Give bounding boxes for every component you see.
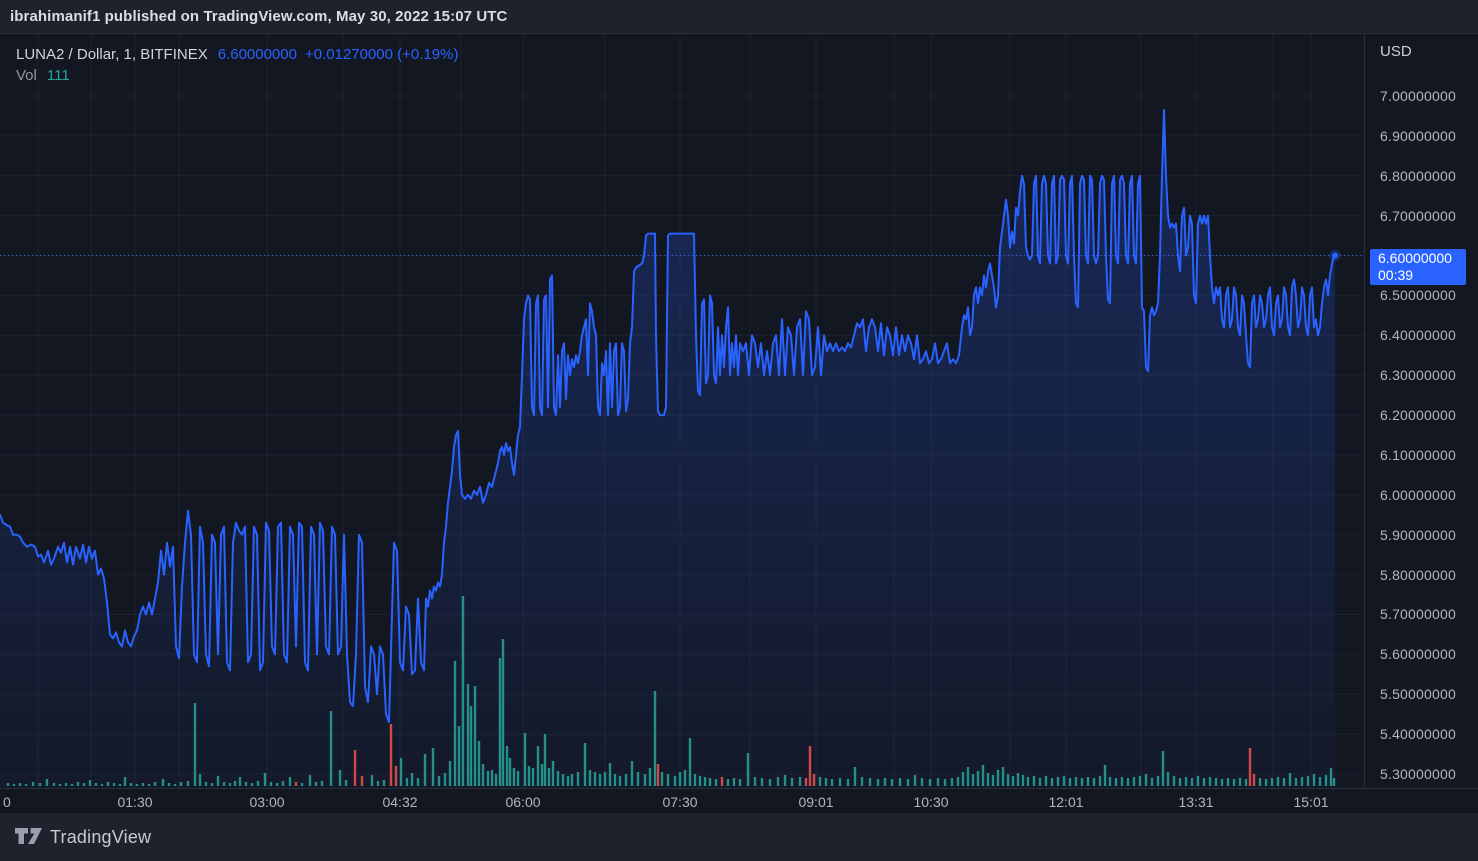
currency-label: USD <box>1380 43 1412 60</box>
price-line <box>0 109 1336 724</box>
legend-last-price: 6.60000000 <box>217 46 297 63</box>
time-tick-label: 0 <box>3 794 11 810</box>
chart-region: LUNA2 / Dollar, 1, BITFINEX 6.60000000 +0.… <box>0 33 1478 814</box>
price-tick-label: 6.90000000 <box>1380 127 1456 144</box>
time-tick-label: 13:31 <box>1178 794 1214 810</box>
price-tick-label: 7.00000000 <box>1380 88 1456 104</box>
price-tick-label: 6.80000000 <box>1380 167 1456 184</box>
time-tick-label: 09:01 <box>798 794 834 810</box>
time-axis[interactable]: 0 01:30 03:00 04:32 06:00 07:30 09:01 10:30 12:0… <box>0 788 1478 814</box>
publish-info-text: ibrahimanif1 published on TradingView.co… <box>10 8 508 25</box>
publish-info-bar: ibrahimanif1 published on TradingView.co… <box>0 0 1478 33</box>
volume-label: Vol <box>16 67 37 84</box>
time-tick-label: 01:30 <box>117 794 153 810</box>
price-tick-label: 5.30000000 <box>1380 766 1456 782</box>
brand-bar: TradingView <box>0 813 1478 861</box>
time-tick-label: 15:01 <box>1293 794 1329 810</box>
price-tick-label: 6.30000000 <box>1380 367 1456 384</box>
bar-countdown: 00:39 <box>1378 266 1414 283</box>
price-tick-label: 5.80000000 <box>1380 566 1456 583</box>
price-tick-label: 6.40000000 <box>1380 327 1456 344</box>
price-tick-label: 6.10000000 <box>1380 446 1456 463</box>
legend-row-symbol: LUNA2 / Dollar, 1, BITFINEX 6.60000000 +0.… <box>16 44 458 65</box>
price-tick-label: 5.90000000 <box>1380 526 1456 543</box>
last-price-label: 6.60000000 00:39 <box>1370 248 1466 285</box>
tradingview-logo-icon[interactable] <box>14 826 44 846</box>
time-tick-label: 12:01 <box>1048 794 1084 810</box>
price-tick-label: 5.70000000 <box>1380 606 1456 623</box>
price-tick-label: 5.40000000 <box>1380 726 1456 743</box>
volume-value: 111 <box>46 67 70 84</box>
time-tick-label: 04:32 <box>382 794 418 810</box>
symbol-title[interactable]: LUNA2 / Dollar, 1, BITFINEX <box>16 46 208 63</box>
time-tick-label: 03:00 <box>249 794 285 810</box>
price-tick-label: 6.50000000 <box>1380 287 1456 304</box>
volume-bars <box>6 596 1336 786</box>
time-tick-label: 07:30 <box>662 794 698 810</box>
legend-change: +0.01270000 (+0.19%) <box>304 46 459 63</box>
price-tick-label: 6.70000000 <box>1380 207 1456 224</box>
last-price-value: 6.60000000 <box>1378 249 1452 266</box>
price-area-fill <box>0 110 1335 788</box>
price-chart-canvas[interactable] <box>0 34 1364 814</box>
price-tick-label: 5.50000000 <box>1380 686 1456 703</box>
time-tick-label: 06:00 <box>505 794 541 810</box>
chart-legend: LUNA2 / Dollar, 1, BITFINEX 6.60000000 +0.… <box>16 44 458 86</box>
price-tick-label: 6.20000000 <box>1380 407 1456 424</box>
last-price-dot <box>1332 252 1338 259</box>
price-axis[interactable]: USD 7.00000000 6.90000000 6.80000000 6.7000… <box>1364 34 1478 814</box>
price-tick-label: 5.60000000 <box>1380 646 1456 663</box>
legend-row-volume: Vol 111 <box>16 65 458 86</box>
price-tick-label: 6.00000000 <box>1380 486 1456 503</box>
tradingview-wordmark[interactable]: TradingView <box>50 827 152 847</box>
time-tick-label: 10:30 <box>913 794 949 810</box>
